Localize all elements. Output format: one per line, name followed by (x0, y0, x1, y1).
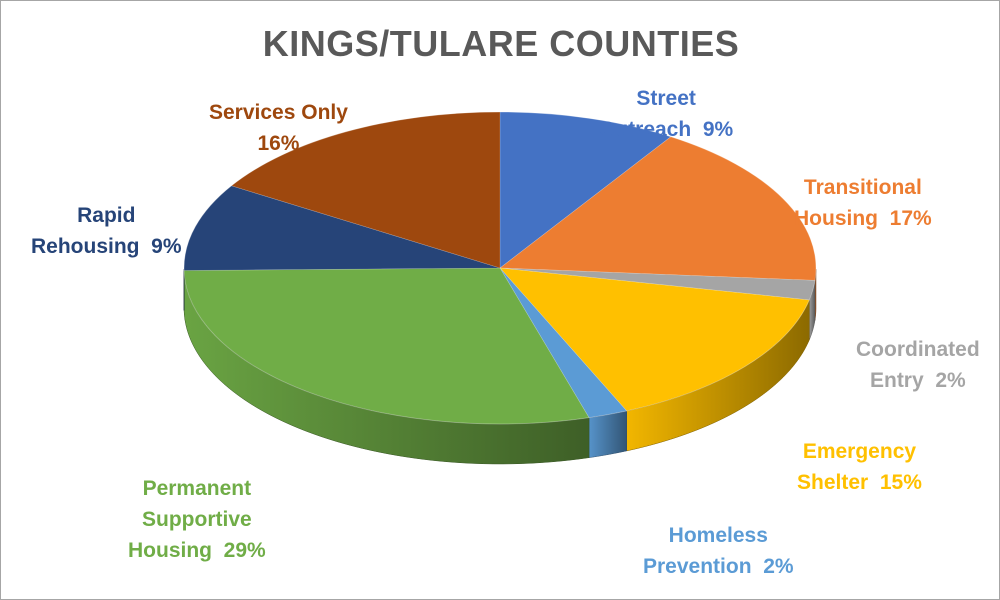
pie-slice-emergency-shelter (499, 267, 810, 412)
pie-slice-coordinated-entry (499, 267, 816, 301)
pie-slice-street-outreach (499, 111, 672, 269)
pie-top (183, 111, 817, 425)
label-transitional-housing: Transitional Housing 17% (794, 176, 932, 230)
label-emergency-shelter: Emergency Shelter 15% (797, 440, 922, 494)
pie-rim (183, 111, 817, 425)
pie-slice-transitional-housing (499, 136, 817, 281)
pie-side-4 (588, 410, 627, 458)
label-coordinated-entry: Coordinated Entry 2% (856, 338, 980, 392)
pie-slice-homeless-prevention (499, 267, 628, 419)
chart-title: KINGS/TULARE COUNTIES (262, 23, 740, 64)
label-services-only: Services Only 16% (209, 101, 348, 155)
pie-slice-services-only (230, 111, 501, 269)
label-permanent-supportive-housing: Permanent Supportive Housing 29% (128, 477, 266, 562)
label-rapid-rehousing: Rapid Rehousing 9% (31, 204, 182, 258)
label-street-outreach: Street Outreach 9% (599, 87, 734, 141)
pie-slice-rapid-rehousing (183, 185, 501, 271)
label-homeless-prevention: Homeless Prevention 2% (643, 524, 794, 578)
pie-slice-permanent-supportive-housing (183, 267, 590, 425)
